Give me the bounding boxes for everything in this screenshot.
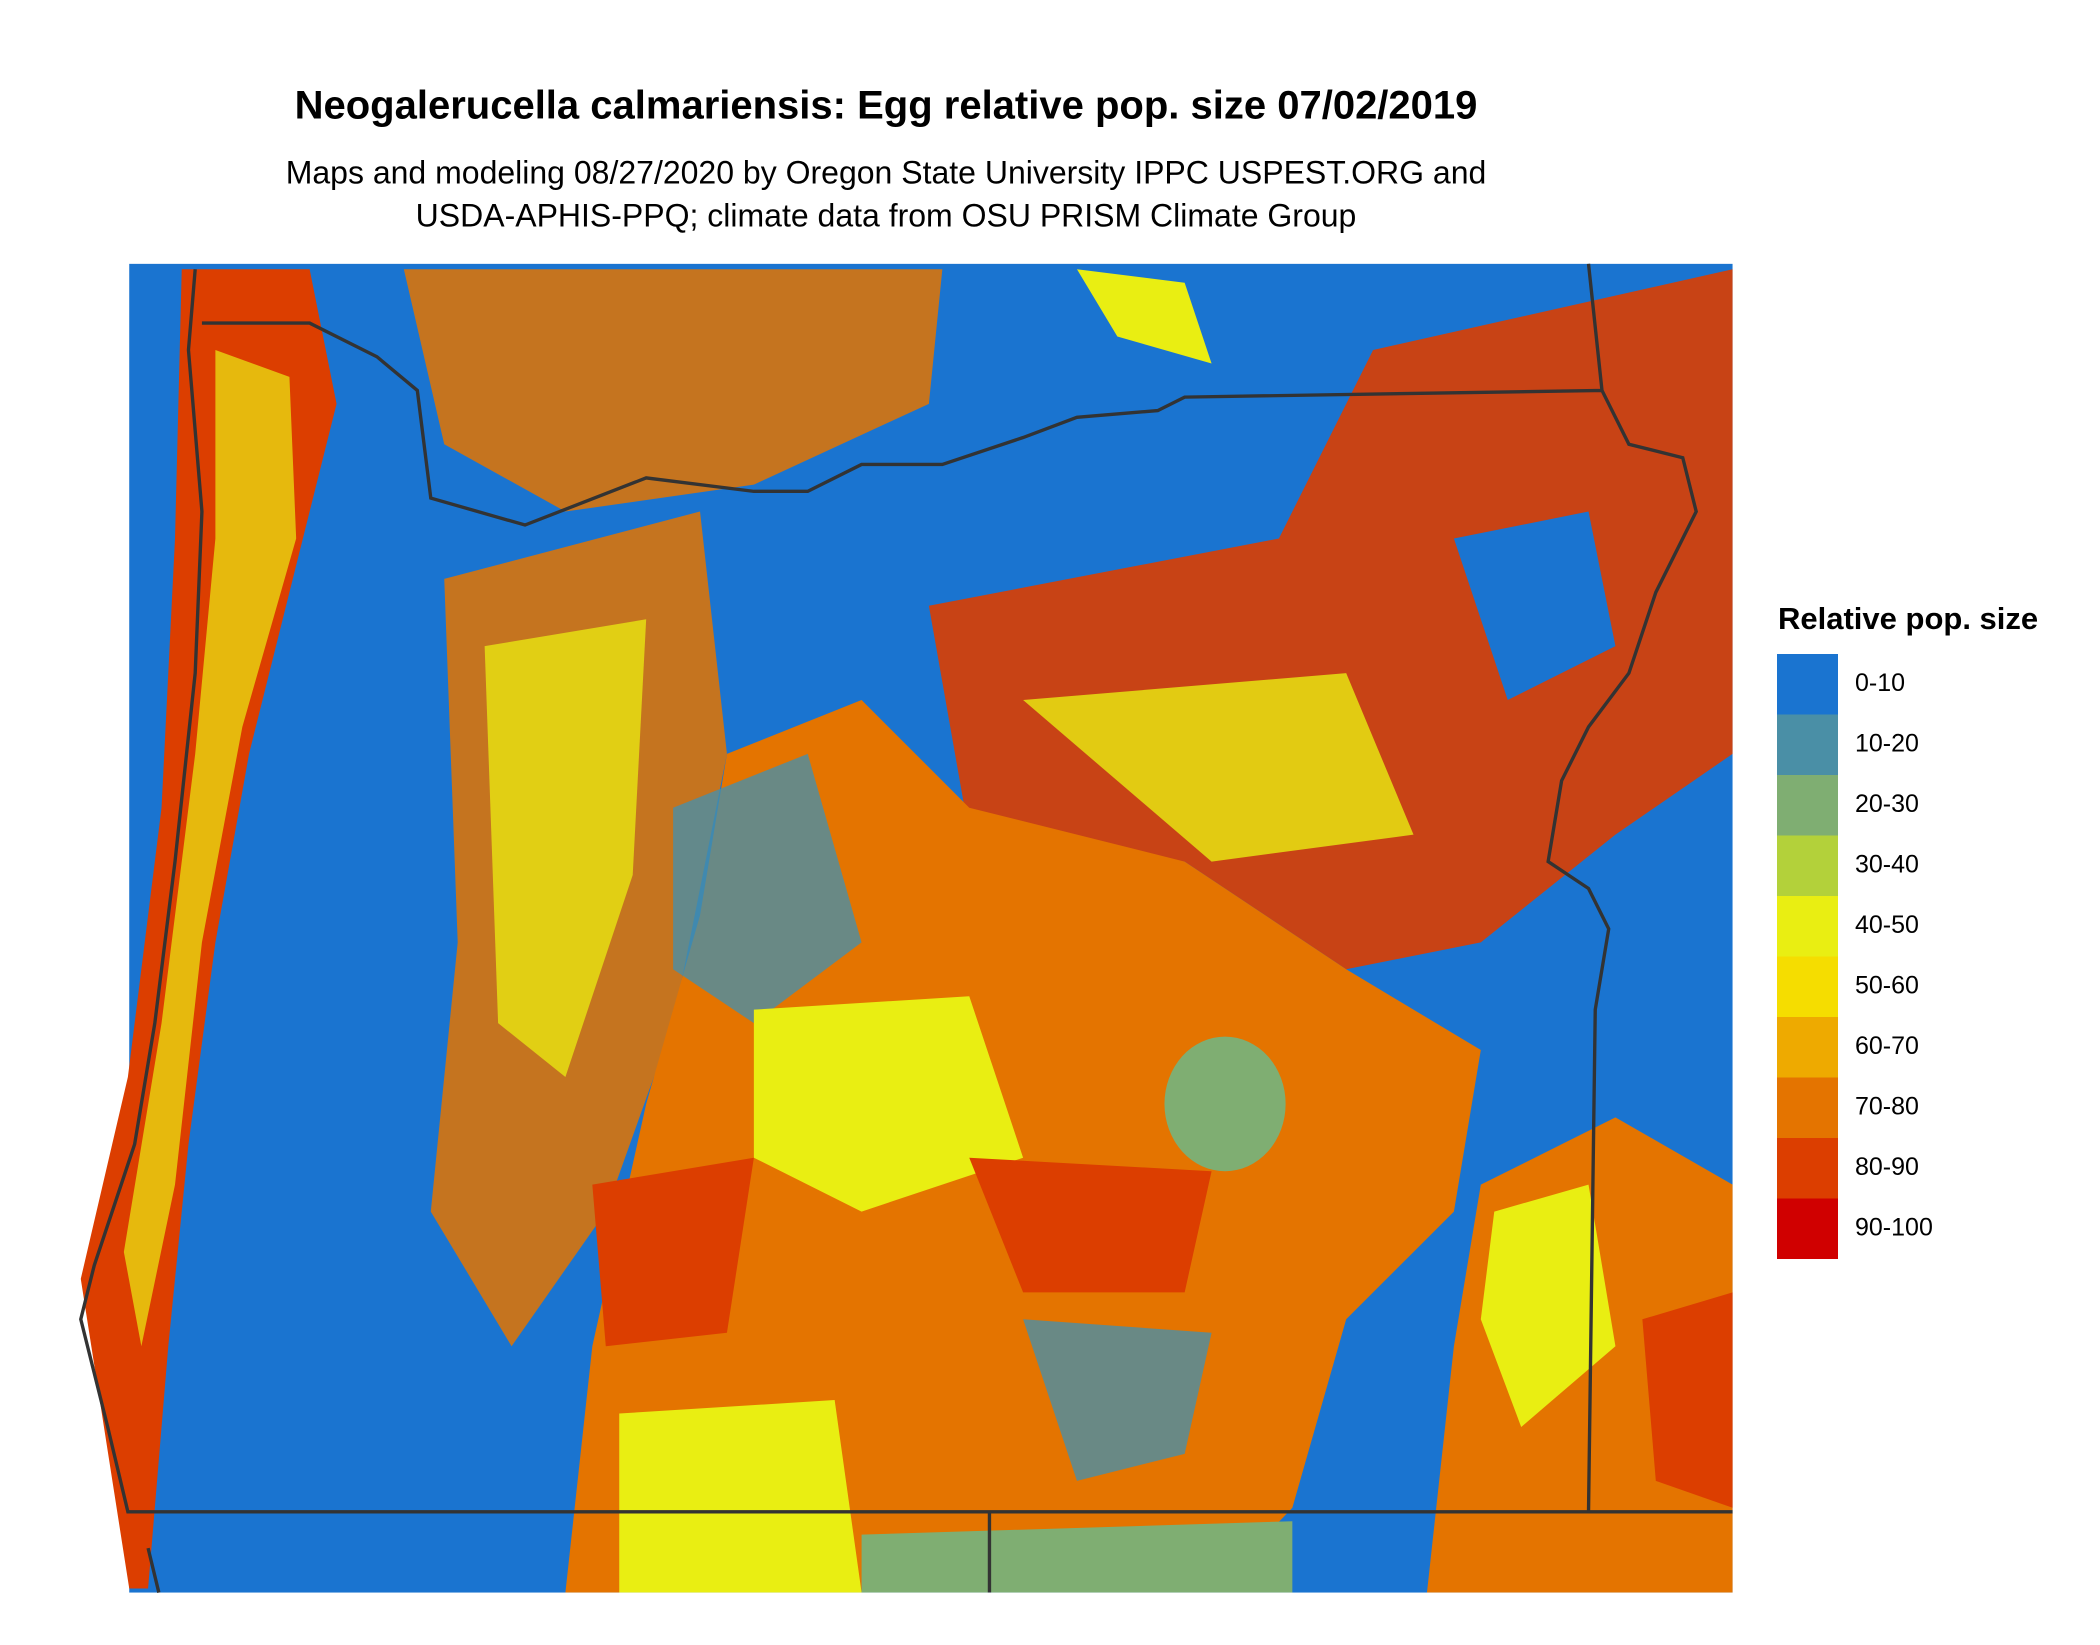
region [403,269,943,512]
region [592,1157,754,1347]
legend-label: 70-80 [1855,1092,1919,1120]
legend-label: 10-20 [1855,729,1919,757]
subtitle: USDA-APHIS-PPQ; climate data from OSU PR… [416,197,1357,233]
legend-swatch [1777,714,1838,775]
legend-swatch [1777,1138,1838,1199]
region [861,1521,1293,1593]
region [1023,673,1414,862]
legend-label: 80-90 [1855,1153,1919,1181]
legend-label: 50-60 [1855,971,1919,999]
legend-title: Relative pop. size [1778,601,2038,636]
legend-swatch [1777,1077,1838,1138]
legend-swatch [1777,956,1838,1017]
region [1642,1292,1733,1508]
legend: 0-10 10-20 20-30 30-40 40-50 50-60 60-70 70-80 8… [1777,654,1933,1259]
legend-swatch [1777,1017,1838,1078]
region [1076,269,1212,364]
legend-swatch [1777,896,1838,957]
raster-map [79,263,1733,1593]
title: Neogalerucella calmariensis: Egg relativ… [295,84,1478,128]
region [753,996,1024,1212]
legend-label: 90-100 [1855,1213,1933,1241]
region [969,1157,1212,1293]
legend-swatch [1777,775,1838,836]
region [928,269,1733,970]
legend-label: 20-30 [1855,790,1919,818]
region [1023,1319,1212,1481]
legend-swatch [1777,1198,1838,1259]
region [673,753,862,1024]
region [1164,1036,1286,1172]
region [484,619,647,1077]
state-border [79,263,1733,1593]
region [1453,511,1616,701]
legend-label: 60-70 [1855,1032,1919,1060]
legend-swatch [1777,835,1838,896]
legend-swatch [1777,654,1838,715]
region [123,350,297,1347]
legend-label: 40-50 [1855,911,1919,939]
subtitle: Maps and modeling 08/27/2020 by Oregon S… [286,154,1487,190]
legend-label: 30-40 [1855,850,1919,878]
region [619,1400,862,1593]
legend-label: 0-10 [1855,669,1905,697]
region [1480,1184,1616,1427]
